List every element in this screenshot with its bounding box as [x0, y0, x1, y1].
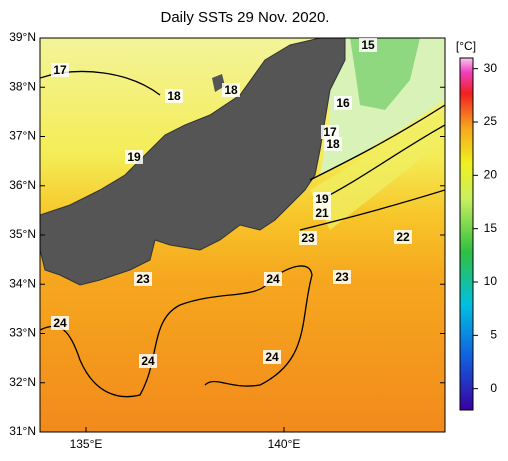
contour-label-bg — [334, 96, 352, 110]
land — [40, 38, 346, 286]
lat-tick-label: 36°N — [9, 178, 36, 192]
contour-label-bg — [222, 83, 240, 97]
contour-label: 24 — [53, 316, 67, 330]
contour-label-bg — [313, 192, 331, 206]
contour-label-bg — [264, 272, 282, 286]
contour-label: 23 — [301, 231, 315, 245]
lat-tick-label: 38°N — [9, 79, 36, 93]
contour-label: 15 — [361, 38, 375, 52]
colorbar-tick-label: 25 — [484, 114, 498, 128]
contour-label: 24 — [266, 272, 280, 286]
contour-label: 18 — [224, 83, 238, 97]
contour-label: 17 — [323, 125, 337, 139]
contour-label: 17 — [53, 63, 67, 77]
lon-tick-label: 135°E — [70, 437, 103, 451]
front — [310, 110, 445, 230]
contour-label-bg — [263, 350, 281, 364]
contour-label-bg — [359, 38, 377, 52]
colorbar-tick-label: 15 — [484, 221, 498, 235]
lon-tick-label: 140°E — [268, 437, 301, 451]
contour-label: 24 — [265, 350, 279, 364]
island — [212, 74, 225, 92]
contour-label-bg — [125, 150, 143, 164]
lat-tick-label: 31°N — [9, 424, 36, 438]
colorbar-unit: [°C] — [456, 39, 476, 53]
colorbar-tick-label: 30 — [484, 61, 498, 75]
lat-tick-label: 32°N — [9, 375, 36, 389]
contour-label: 18 — [167, 89, 181, 103]
lat-tick-label: 39°N — [9, 30, 36, 44]
contour-label-bg — [51, 63, 69, 77]
cold-water — [350, 38, 420, 110]
contour-label-bg — [321, 125, 339, 139]
contour-label: 19 — [315, 192, 329, 206]
contour-label-bg — [139, 354, 157, 368]
lat-tick-label: 37°N — [9, 129, 36, 143]
contour-label-bg — [134, 272, 152, 286]
lat-tick-label: 35°N — [9, 227, 36, 241]
contour-label-bg — [299, 231, 317, 245]
contour-label: 23 — [136, 272, 150, 286]
contour-label-bg — [165, 89, 183, 103]
contour-label-bg — [51, 316, 69, 330]
contours — [40, 70, 445, 398]
contour-label-bg — [333, 270, 351, 284]
contour-label: 21 — [315, 206, 329, 220]
contour-label: 23 — [335, 270, 349, 284]
colorbar-tick-label: 20 — [484, 168, 498, 182]
contour-label-bg — [394, 230, 412, 244]
contour-label: 24 — [141, 354, 155, 368]
lat-tick-label: 34°N — [9, 276, 36, 290]
contour-label: 19 — [127, 150, 141, 164]
colorbar — [459, 57, 474, 411]
colorbar-tick-label: 0 — [490, 381, 497, 395]
contour-label-bg — [313, 206, 331, 220]
contour-label-bg — [324, 137, 342, 151]
colorbar-tick-label: 10 — [484, 274, 498, 288]
contour-label: 18 — [326, 137, 340, 151]
map-area — [40, 38, 445, 432]
lat-tick-label: 33°N — [9, 326, 36, 340]
colorbar-tick-label: 5 — [490, 328, 497, 342]
contour-label: 16 — [336, 96, 350, 110]
map-title: Daily SSTs 29 Nov. 2020. — [161, 9, 330, 26]
contour-label: 22 — [396, 230, 410, 244]
